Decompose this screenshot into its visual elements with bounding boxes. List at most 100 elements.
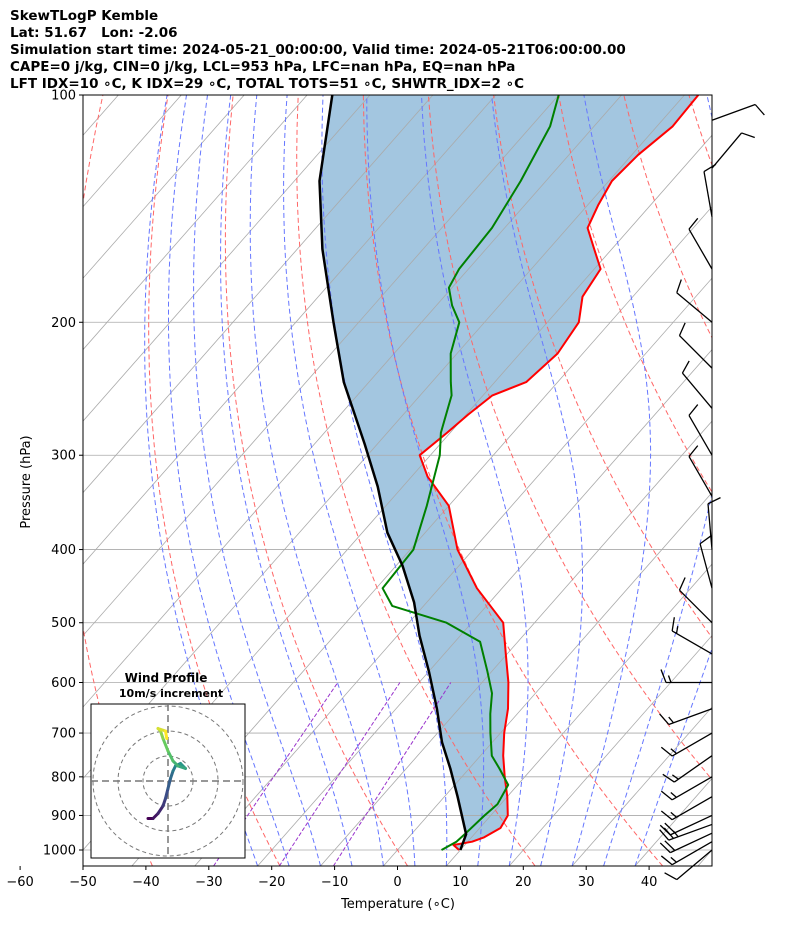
barb-flag [659, 842, 671, 854]
moist-adiabat [220, 95, 353, 866]
barb-half-flag [675, 626, 679, 634]
parcel-area-shade [319, 95, 699, 850]
moist-adiabat [421, 95, 529, 866]
y-tick-label: 500 [51, 616, 76, 631]
moist-adiabat [634, 647, 712, 866]
barb-staff [707, 503, 713, 550]
barb-flag [676, 279, 682, 293]
hodograph-title: Wind Profile [125, 671, 208, 685]
barb-staff [671, 841, 713, 866]
wind-barbs [659, 103, 765, 881]
dry-adiabat [296, 95, 536, 866]
isotherm [383, 492, 712, 866]
dry-adiabat [148, 95, 281, 866]
hodograph-segment [164, 729, 169, 740]
barb-staff [679, 335, 713, 369]
hodograph-segment [166, 749, 175, 763]
isotherm [83, 95, 371, 422]
moist-adiabat [168, 95, 290, 866]
wind-barb [703, 163, 717, 217]
isotherm [83, 95, 622, 708]
barb-staff [671, 776, 713, 801]
moist-adiabat [491, 95, 583, 866]
dry-adiabat [427, 95, 712, 781]
barb-half-flag [670, 792, 677, 798]
barb-flag [707, 497, 721, 505]
wind-barb [660, 841, 713, 866]
parcel-path-line [318, 95, 468, 851]
barb-flag [678, 577, 686, 591]
barb-staff [671, 732, 713, 757]
wind-barb [711, 103, 765, 121]
y-tick-label: 900 [51, 809, 76, 824]
x-tick-label: 30 [578, 875, 595, 890]
barb-flag [664, 840, 676, 851]
barb-half-flag [670, 748, 677, 755]
temperature-line [418, 95, 700, 851]
barb-flag [671, 617, 675, 632]
wind-barb [688, 217, 713, 270]
isotherm [83, 95, 308, 351]
isotherm [83, 95, 245, 279]
stability-line: LFT IDX=10 ∘C, K IDX=29 ∘C, TOTAL TOTS=5… [10, 76, 525, 92]
barb-half-flag [668, 716, 674, 724]
barb-staff [681, 372, 713, 409]
isotherm [83, 95, 560, 637]
barb-flag [659, 713, 670, 725]
hodograph-segment [166, 777, 172, 790]
barb-flag [664, 822, 676, 834]
moist-adiabat [249, 95, 384, 866]
isotherm [508, 634, 712, 866]
barb-flag [660, 669, 667, 683]
location-line: Lat: 51.67 Lon: -2.06 [10, 25, 178, 41]
hodograph-segment [156, 804, 165, 815]
barb-flag [699, 535, 712, 545]
barb-flag [660, 855, 673, 866]
wind-barb [659, 814, 713, 836]
mixing-ratio-line [332, 682, 452, 866]
barb-flag [688, 217, 699, 230]
barb-half-flag [670, 811, 677, 818]
wind-barb [688, 404, 713, 456]
barb-half-flag [670, 856, 677, 863]
plot-area [83, 95, 712, 866]
barb-flag [681, 360, 690, 374]
wind-barb [678, 322, 713, 369]
moist-adiabat [193, 95, 321, 866]
barb-flag [660, 790, 673, 801]
hodograph-segment [161, 737, 170, 753]
y-tick-label: 200 [51, 316, 76, 331]
barb-flag [754, 104, 765, 116]
wind-barb [671, 617, 713, 655]
wind-barb [664, 849, 713, 881]
wind-barb [678, 577, 713, 624]
wind-barb [707, 497, 721, 550]
wind-barb [660, 796, 713, 821]
wind-barb [688, 445, 713, 497]
isotherm [320, 420, 712, 866]
y-tick-label: 800 [51, 770, 76, 785]
x-tick-label: −60 [6, 875, 33, 890]
indices-line: CAPE=0 j/kg, CIN=0 j/kg, LCL=953 hPa, LF… [10, 59, 516, 75]
x-axis-label: Temperature (∘C) [340, 897, 455, 912]
isotherm [571, 706, 712, 866]
x-tick-label: 20 [515, 875, 532, 890]
y-tick-label: 700 [51, 727, 76, 742]
moist-adiabat [571, 95, 652, 866]
chart-header: SkewTLogP Kemble Lat: 51.67 Lon: -2.06 Sim… [10, 8, 626, 93]
wind-barb [659, 832, 713, 854]
isotherm [634, 777, 712, 866]
barb-staff [668, 823, 713, 841]
time-line: Simulation start time: 2024-05-21_00:00:… [10, 42, 626, 58]
x-tick-label: −40 [132, 875, 159, 890]
wind-barb [699, 535, 713, 589]
wind-barb [662, 755, 713, 783]
chart-title: SkewTLogP Kemble [10, 8, 159, 24]
barb-flag [660, 746, 673, 757]
y-tick-label: 400 [51, 543, 76, 558]
barb-staff [688, 456, 713, 497]
isotherm [83, 95, 434, 494]
barb-staff [679, 589, 713, 624]
barb-staff [670, 832, 713, 854]
